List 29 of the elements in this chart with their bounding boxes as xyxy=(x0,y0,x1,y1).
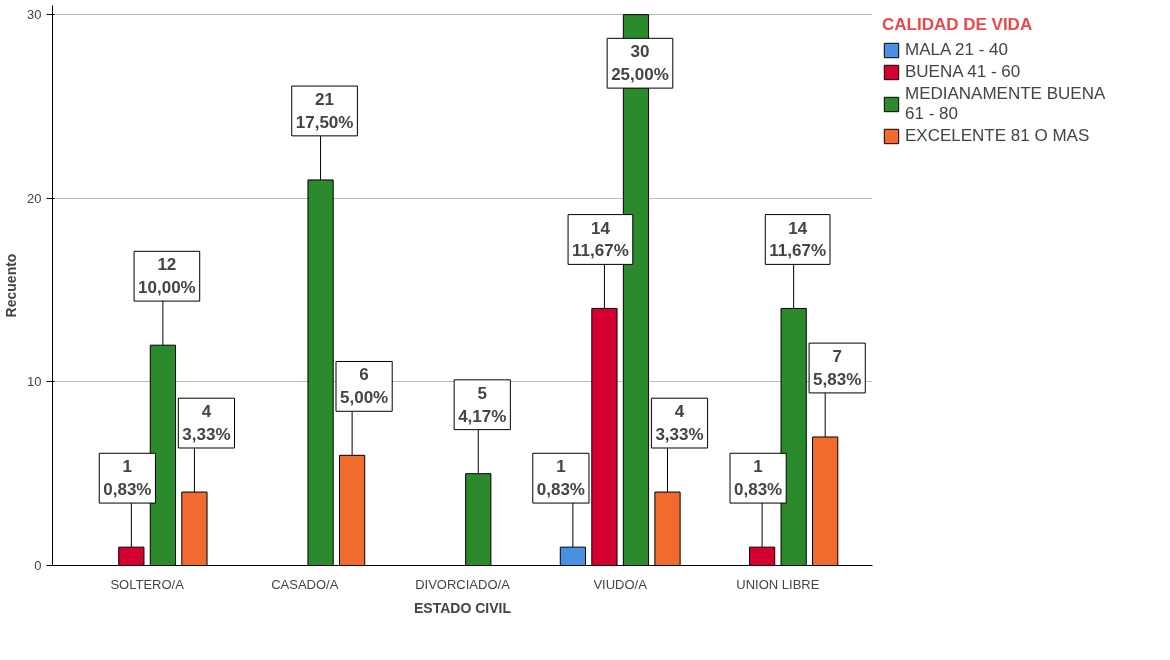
y-tick-label: 30 xyxy=(27,7,42,23)
legend-label: EXCELENTE 81 O MAS xyxy=(905,126,1090,146)
data-label: 7 5,83% xyxy=(813,347,862,389)
x-tick-label: SOLTERO/A xyxy=(110,576,185,592)
data-label: 14 11,67% xyxy=(769,218,827,261)
y-axis-title: Recuento xyxy=(3,253,20,318)
data-label: 12 10,00% xyxy=(138,255,196,298)
data-label: 4 3,33% xyxy=(182,402,231,444)
y-tick-label: 20 xyxy=(27,190,42,206)
data-label: 1 0,83% xyxy=(734,457,783,500)
x-tick-label: CASADO/A xyxy=(271,576,339,592)
x-tick-label: DIVORCIADO/A xyxy=(415,576,511,592)
legend-label: MEDIANAMENTE BUENA 61 - 80 xyxy=(905,84,1106,124)
data-label: 5 4,17% xyxy=(458,383,507,426)
y-tick-label: 0 xyxy=(34,558,42,573)
legend-label: BUENA 41 - 60 xyxy=(905,62,1021,82)
x-axis-title: ESTADO CIVIL xyxy=(414,599,512,616)
x-tick-label: VIUDO/A xyxy=(593,576,648,592)
x-tick-label: UNION LIBRE xyxy=(736,576,820,592)
y-tick-label: 10 xyxy=(27,374,42,390)
data-label: 6 5,00% xyxy=(340,365,389,408)
data-label: 14 11,67% xyxy=(572,218,629,261)
legend-label: MALA 21 - 40 xyxy=(905,40,1009,60)
legend-title: CALIDAD DE VIDA xyxy=(882,15,1034,35)
data-label: 21 17,50% xyxy=(295,90,354,132)
data-label: 1 0,83% xyxy=(536,457,585,500)
data-label: 30 25,00% xyxy=(611,42,669,85)
data-label: 1 0,83% xyxy=(103,457,152,500)
data-label: 4 3,33% xyxy=(655,402,704,444)
